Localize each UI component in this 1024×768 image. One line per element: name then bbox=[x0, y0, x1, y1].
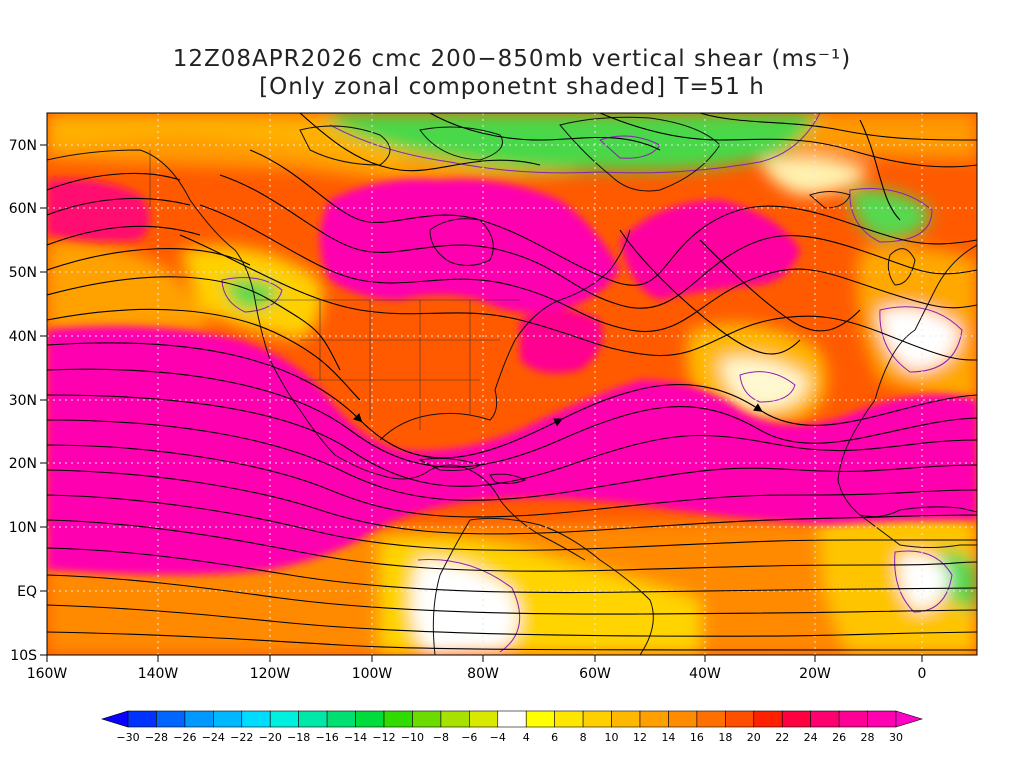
colorbar-tick-label: 28 bbox=[861, 731, 875, 744]
colorbar-tick-label: −20 bbox=[259, 731, 282, 744]
colorbar-arrow-low bbox=[100, 710, 129, 728]
longitude-labels: 160W 140W 120W 100W 80W 60W 40W 20W 0 bbox=[27, 666, 927, 682]
lat-label: 20N bbox=[9, 456, 37, 472]
lon-label: 160W bbox=[27, 666, 68, 682]
colorbar-swatch bbox=[213, 710, 243, 728]
colorbar-tick-label: −14 bbox=[344, 731, 367, 744]
colorbar-tick-label: −4 bbox=[490, 731, 506, 744]
map-plot-area bbox=[47, 113, 977, 655]
colorbar-swatch bbox=[497, 710, 527, 728]
colorbar-swatch bbox=[383, 710, 413, 728]
colorbar-swatch bbox=[355, 710, 385, 728]
colorbar-tick-label: 26 bbox=[832, 731, 846, 744]
colorbar-tick-label: 30 bbox=[889, 731, 903, 744]
colorbar-tick-label: 4 bbox=[523, 731, 530, 744]
map-title-line1: 12Z08APR2026 cmc 200−850mb vertical shea… bbox=[172, 46, 852, 72]
colorbar-swatch bbox=[412, 710, 442, 728]
colorbar-swatch bbox=[241, 710, 271, 728]
colorbar-tick-label: 10 bbox=[605, 731, 619, 744]
colorbar-tick-label: 18 bbox=[718, 731, 732, 744]
colorbar-swatch bbox=[269, 710, 299, 728]
lon-label: 0 bbox=[918, 666, 927, 682]
wind-streamlines bbox=[47, 113, 977, 651]
lat-label: 40N bbox=[9, 329, 37, 345]
zero-contours bbox=[221, 113, 963, 653]
colorbar-tick-label: 8 bbox=[580, 731, 587, 744]
colorbar-swatch bbox=[184, 710, 214, 728]
colorbar-tick-label: −18 bbox=[287, 731, 310, 744]
colorbar-tick-label: −30 bbox=[116, 731, 139, 744]
lat-label: EQ bbox=[17, 584, 37, 600]
colorbar-swatch bbox=[469, 710, 499, 728]
map-frame bbox=[46, 112, 978, 656]
colorbar-tick-label: −8 bbox=[433, 731, 449, 744]
colorbar-swatch bbox=[127, 710, 157, 728]
lat-label: 30N bbox=[9, 393, 37, 409]
colorbar-swatch bbox=[867, 710, 897, 728]
colorbar-tick-label: 16 bbox=[690, 731, 704, 744]
colorbar-swatch bbox=[611, 710, 641, 728]
jet-core-shading bbox=[47, 179, 977, 575]
lon-label: 120W bbox=[250, 666, 291, 682]
colorbar-swatch bbox=[696, 710, 726, 728]
colorbar-tick-label: −6 bbox=[461, 731, 477, 744]
lon-label: 60W bbox=[579, 666, 611, 682]
lat-label: 10N bbox=[9, 520, 37, 536]
lon-label: 40W bbox=[689, 666, 721, 682]
colorbar-swatch bbox=[156, 710, 186, 728]
colorbar-tick-label: 6 bbox=[551, 731, 558, 744]
axis-ticks bbox=[40, 144, 923, 662]
colorbar-arrow-high bbox=[895, 710, 924, 728]
colorbar-tick-label: −10 bbox=[401, 731, 424, 744]
colorbar-swatch bbox=[326, 710, 356, 728]
colorbar-swatch bbox=[668, 710, 698, 728]
lon-label: 20W bbox=[799, 666, 831, 682]
colorbar-tick-label: −28 bbox=[145, 731, 168, 744]
map-title-line2: [Only zonal componetnt shaded] T=51 h bbox=[259, 74, 765, 100]
colorbar-swatch bbox=[582, 710, 612, 728]
lon-label: 100W bbox=[352, 666, 393, 682]
colorbar-tick-label: −22 bbox=[230, 731, 253, 744]
colorbar-swatch bbox=[440, 710, 470, 728]
lat-label: 70N bbox=[9, 138, 37, 154]
colorbar-swatch bbox=[525, 710, 555, 728]
lat-label: 60N bbox=[9, 201, 37, 217]
colorbar-tick-label: −26 bbox=[173, 731, 196, 744]
colorbar-swatch bbox=[554, 710, 584, 728]
latitude-labels: 70N 60N 50N 40N 30N 20N 10N EQ 10S bbox=[9, 138, 37, 664]
colorbar-swatch bbox=[781, 710, 811, 728]
colorbar-tick-label: 24 bbox=[804, 731, 818, 744]
colorbar-tick-label: 20 bbox=[747, 731, 761, 744]
colorbar-tick-label: 12 bbox=[633, 731, 647, 744]
colorbar-swatch bbox=[838, 710, 868, 728]
colorbar-tick-label: −12 bbox=[372, 731, 395, 744]
lat-label: 50N bbox=[9, 265, 37, 281]
lon-label: 140W bbox=[138, 666, 179, 682]
colorbar-tick-label: 22 bbox=[775, 731, 789, 744]
colorbar-swatch bbox=[298, 710, 328, 728]
lon-label: 80W bbox=[467, 666, 499, 682]
colorbar-swatch bbox=[725, 710, 755, 728]
colorbar: −30 −28 −26 −24 −22 −20 −18 −16 −14 −12 −10 −8 −6 −4 4… bbox=[100, 710, 924, 744]
colorbar-tick-label: 14 bbox=[661, 731, 675, 744]
lat-lon-grid bbox=[47, 113, 977, 655]
colorbar-tick-label: −16 bbox=[316, 731, 339, 744]
colorbar-tick-label: −24 bbox=[202, 731, 225, 744]
colorbar-swatch bbox=[639, 710, 669, 728]
colorbar-swatch bbox=[753, 710, 783, 728]
lat-label: 10S bbox=[10, 648, 37, 664]
colorbar-swatch bbox=[810, 710, 840, 728]
